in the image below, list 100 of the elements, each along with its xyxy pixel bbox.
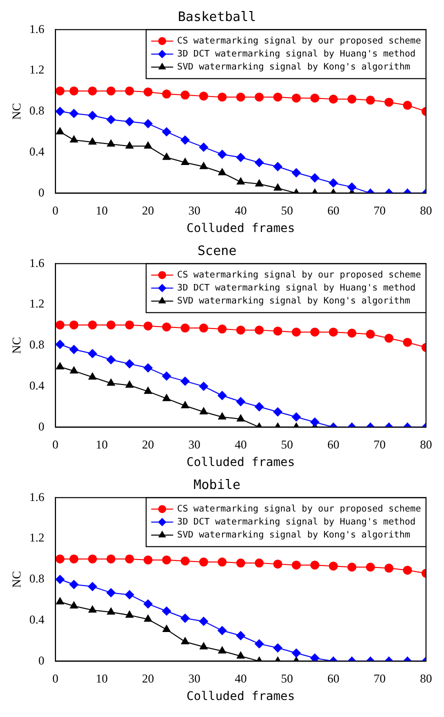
point — [70, 366, 78, 374]
point — [144, 555, 153, 564]
point — [56, 86, 65, 96]
point — [402, 566, 412, 575]
x-tick-label: 30 — [188, 438, 200, 452]
point — [292, 168, 301, 178]
point — [347, 182, 356, 192]
point — [106, 86, 116, 96]
point — [107, 608, 115, 615]
point — [56, 597, 64, 604]
y-tick-label: 0 — [38, 185, 44, 200]
x-tick-label: 0 — [52, 204, 58, 218]
point — [162, 152, 171, 160]
point — [125, 86, 134, 96]
x-tick-label: 80 — [420, 438, 432, 452]
point — [88, 138, 96, 145]
point — [273, 92, 282, 102]
point — [106, 554, 116, 564]
legend-label: SVD watermarking signal by Kong's algorithm — [177, 530, 410, 540]
point — [56, 320, 65, 330]
point — [236, 414, 245, 422]
point — [366, 330, 375, 339]
point — [181, 158, 190, 166]
point — [347, 94, 356, 104]
point — [199, 324, 208, 333]
point — [56, 362, 64, 370]
point — [254, 558, 264, 568]
x-tick-label: 0 — [52, 672, 58, 686]
legend-label: 3D DCT watermarking signal by Huang's method — [177, 517, 416, 528]
point — [218, 626, 227, 636]
y-tick-label: 0.8 — [29, 338, 44, 352]
point — [347, 562, 356, 572]
point — [274, 184, 282, 191]
point — [88, 349, 97, 358]
point — [310, 328, 320, 337]
x-tick-label: 30 — [188, 672, 200, 686]
point — [162, 372, 172, 381]
y-tick-label: 0 — [38, 653, 44, 668]
point — [106, 355, 116, 364]
point — [144, 599, 153, 608]
point — [144, 386, 152, 394]
point — [107, 140, 115, 147]
point — [218, 92, 227, 102]
point — [273, 643, 282, 652]
point — [328, 94, 338, 104]
point — [236, 631, 246, 640]
point — [162, 322, 172, 332]
point — [328, 178, 338, 188]
point — [162, 394, 171, 402]
point — [236, 177, 245, 184]
point — [218, 558, 227, 567]
point — [199, 558, 208, 567]
point — [236, 326, 246, 335]
x-tick-label: 70 — [374, 438, 386, 452]
point — [144, 142, 152, 149]
point — [384, 98, 394, 107]
point — [200, 642, 208, 650]
point — [292, 412, 301, 422]
point — [88, 86, 97, 96]
y-tick-label: 1.6 — [29, 256, 44, 270]
y-tick-label: 0.4 — [29, 612, 44, 626]
point — [255, 180, 264, 186]
point — [199, 142, 208, 152]
point — [126, 142, 134, 149]
point — [180, 136, 190, 145]
point — [273, 407, 282, 416]
legend-label: 3D DCT watermarking signal by Huang's method — [177, 49, 416, 60]
y-tick-label: 1.2 — [29, 62, 44, 77]
x-tick-label: 10 — [96, 672, 108, 686]
point — [236, 152, 246, 162]
point — [107, 378, 115, 386]
point — [236, 397, 246, 406]
y-tick-label: 0.8 — [29, 572, 44, 586]
point — [56, 574, 65, 584]
point — [125, 320, 134, 330]
point — [69, 108, 78, 118]
point — [88, 110, 97, 120]
point — [180, 556, 190, 566]
point — [254, 326, 264, 335]
point — [218, 168, 226, 176]
legend-label: SVD watermarking signal by Kong's algorithm — [177, 296, 410, 306]
x-tick-label: 10 — [96, 204, 108, 218]
point — [56, 340, 65, 349]
point — [162, 625, 171, 632]
point — [384, 564, 394, 573]
x-tick-label: 10 — [96, 438, 108, 452]
x-tick-label: 80 — [420, 672, 432, 686]
point — [125, 117, 134, 126]
y-tick-label: 0.8 — [29, 104, 44, 118]
x-axis-title: Colluded frames — [186, 220, 295, 235]
y-tick-label: 1.6 — [29, 490, 44, 504]
chart-title: Scene — [197, 244, 237, 260]
point — [69, 320, 78, 330]
point — [218, 646, 226, 654]
y-axis-title: NC — [9, 103, 24, 120]
point — [200, 407, 208, 414]
point — [144, 614, 152, 622]
point — [56, 127, 64, 134]
point — [254, 158, 264, 168]
point — [180, 376, 190, 386]
